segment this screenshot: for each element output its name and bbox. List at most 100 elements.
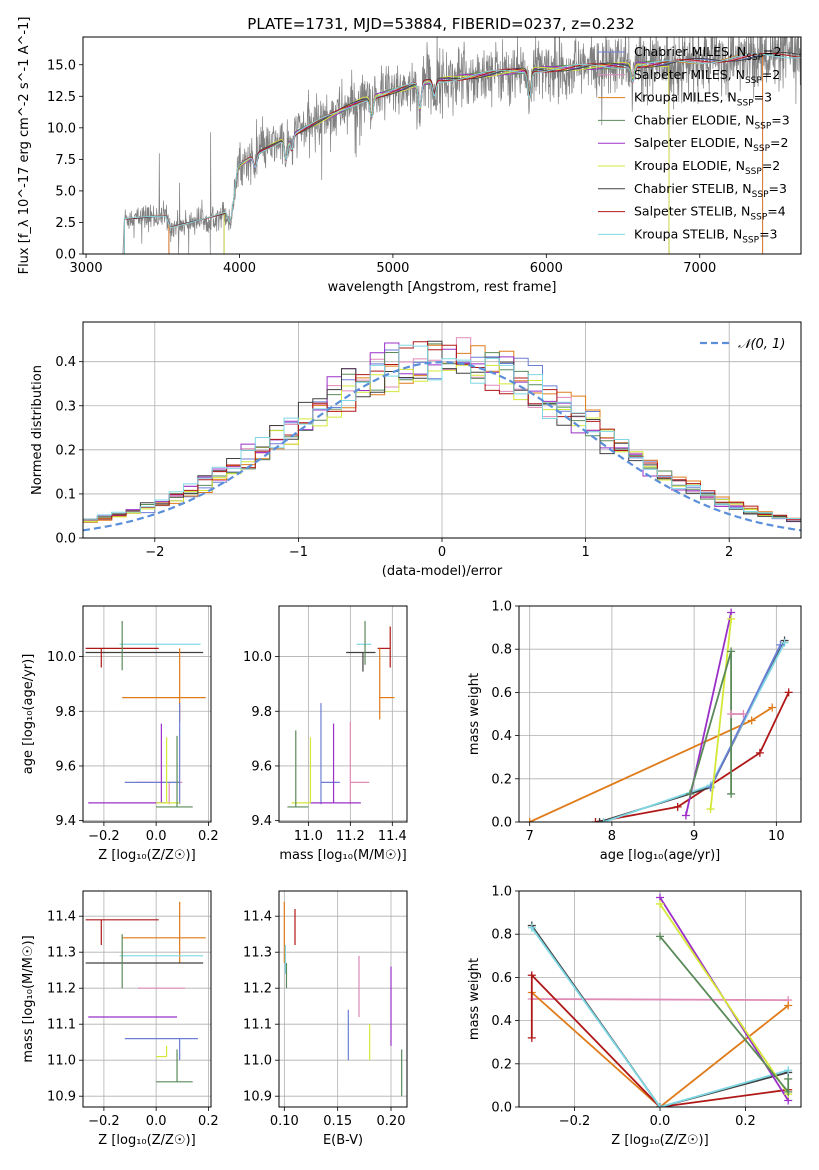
- x-tick-label: −0.2: [559, 1114, 591, 1129]
- panel-weight-vs-z: −0.2 0.0 0.2 0.0 0.2 0.4 0.6 0.8 1.0 Z [log₁₀(Z/Z…: [467, 885, 802, 1148]
- y-tick-label: 12.5: [47, 90, 76, 105]
- y-tick-label: 10.0: [47, 650, 76, 665]
- y-tick-label: 11.1: [243, 1018, 272, 1033]
- x-axis-label: (data-model)/error: [382, 564, 503, 579]
- x-tick-label: 0.15: [323, 1114, 352, 1129]
- mass-weight-marker: [599, 818, 608, 822]
- y-tick-label: 11.2: [243, 982, 272, 997]
- x-axis-label: Z [log₁₀(Z/Z☉)]: [98, 1133, 195, 1148]
- x-tick-label: 2: [725, 545, 733, 560]
- y-axis-label: Normed distribution: [30, 365, 45, 495]
- y-tick-label: 1.0: [491, 600, 512, 615]
- panel-weight-vs-age: 7 8 9 10 0.0 0.2 0.4 0.6 0.8 1.0 age [log₁₀(age/yr…: [467, 600, 802, 863]
- mass-weight-marker: [527, 923, 536, 932]
- y-tick-label: 0.8: [491, 928, 512, 943]
- x-tick-label: 8: [608, 829, 616, 844]
- y-tick-label: 9.6: [55, 759, 76, 774]
- y-tick-label: 9.8: [251, 705, 272, 720]
- y-tick-label: 0.1: [55, 487, 76, 502]
- mass-weight-marker: [727, 614, 736, 623]
- mass-weight-line: [531, 998, 789, 1001]
- mass-weight-marker: [727, 789, 736, 798]
- mass-weight-marker: [727, 647, 736, 656]
- legend-count: =3: [759, 226, 777, 241]
- legend-count: =2: [762, 67, 780, 82]
- plot-area: [85, 901, 206, 1083]
- y-tick-label: 15.0: [47, 58, 76, 73]
- legend-count: =3: [754, 90, 772, 105]
- mass-weight-line: [599, 640, 786, 822]
- histogram-step-line: [83, 344, 801, 520]
- legend-count: =2: [763, 44, 781, 59]
- legend-count: =3: [771, 112, 789, 127]
- legend: Chabrier MILES, NSSP=2 Salpeter MILES, NS…: [598, 44, 790, 245]
- legend: 𝒩(0, 1): [700, 337, 785, 352]
- x-tick-label: 0: [438, 545, 446, 560]
- y-tick-label: 11.3: [243, 946, 272, 961]
- mass-weight-marker: [784, 1074, 793, 1083]
- panel-spectrum: 3000 4000 5000 6000 7000 0.0 2.5 5.0 7.5 10.0 12.5…: [17, 17, 802, 295]
- mass-weight-marker: [595, 818, 604, 822]
- mass-weight-marker: [784, 1001, 793, 1010]
- legend-count: =2: [762, 158, 780, 173]
- y-tick-label: 9.4: [251, 814, 272, 829]
- y-tick-label: 11.0: [243, 1054, 272, 1069]
- mass-weight-marker: [591, 818, 600, 822]
- mass-weight-line: [529, 706, 773, 822]
- x-tick-label: 3000: [70, 261, 103, 276]
- y-tick-label: 11.3: [47, 946, 76, 961]
- axes-frame: [82, 321, 802, 539]
- y-tick-label: 10.9: [243, 1090, 272, 1105]
- legend-count: =2: [770, 135, 788, 150]
- y-tick-label: 11.4: [47, 910, 76, 925]
- mass-weight-marker: [768, 703, 777, 712]
- x-tick-label: 0.0: [650, 1114, 671, 1129]
- x-tick-label: 7000: [683, 261, 716, 276]
- x-tick-label: 6000: [530, 261, 563, 276]
- x-tick-label: 0.2: [735, 1114, 756, 1129]
- x-axis-label: age [log₁₀(age/yr)]: [600, 848, 721, 863]
- x-tick-label: 0.20: [377, 1114, 406, 1129]
- mass-weight-marker: [739, 710, 748, 718]
- mass-weight-marker: [784, 1087, 793, 1096]
- legend-label: Kroupa STELIB, NSSP=3: [634, 226, 778, 245]
- y-axis-label: mass [log₁₀(M/M☉)]: [21, 935, 36, 1062]
- y-tick-label: 0.3: [55, 399, 76, 414]
- legend-label: Salpeter ELODIE, NSSP=2: [634, 135, 788, 154]
- y-tick-label: 0.0: [491, 1101, 512, 1116]
- mass-weight-marker: [706, 805, 715, 814]
- x-tick-label: 1: [581, 545, 589, 560]
- legend-subscript: SSP: [750, 213, 767, 223]
- legend-subscript: SSP: [753, 144, 770, 154]
- y-tick-label: 0.6: [491, 971, 512, 986]
- x-tick-label: 11.2: [336, 829, 365, 844]
- mass-weight-marker: [656, 1103, 664, 1107]
- figure-title: PLATE=1731, MJD=53884, FIBERID=0237, z=0…: [247, 15, 634, 33]
- axes-frame: [82, 36, 802, 255]
- x-tick-label: 11.0: [294, 829, 323, 844]
- legend-label: Salpeter MILES, NSSP=2: [634, 67, 780, 86]
- axes-frame: [82, 605, 212, 823]
- y-tick-label: 0.2: [491, 1057, 512, 1072]
- x-tick-label: −2: [145, 545, 164, 560]
- legend-count: =3: [769, 181, 787, 196]
- y-tick-label: 7.5: [55, 153, 76, 168]
- y-tick-label: 0.0: [55, 532, 76, 547]
- axes-frame: [278, 605, 408, 823]
- y-tick-label: 0.4: [491, 1014, 512, 1029]
- y-tick-label: 0.0: [491, 816, 512, 831]
- mass-weight-marker: [527, 1033, 536, 1042]
- x-tick-label: −0.2: [88, 1114, 120, 1129]
- mass-weight-marker: [747, 716, 756, 725]
- legend-label: 𝒩(0, 1): [738, 337, 785, 352]
- mass-weight-line: [659, 935, 790, 1095]
- axes-frame: [278, 890, 408, 1108]
- axes-frame: [82, 890, 212, 1108]
- legend-subscript: SSP: [745, 76, 762, 86]
- model-spectrum-line: [223, 62, 670, 254]
- y-tick-label: 0.0: [55, 248, 76, 263]
- plot-area: [287, 621, 395, 808]
- y-tick-label: 0.8: [491, 643, 512, 658]
- x-tick-label: 9: [690, 829, 698, 844]
